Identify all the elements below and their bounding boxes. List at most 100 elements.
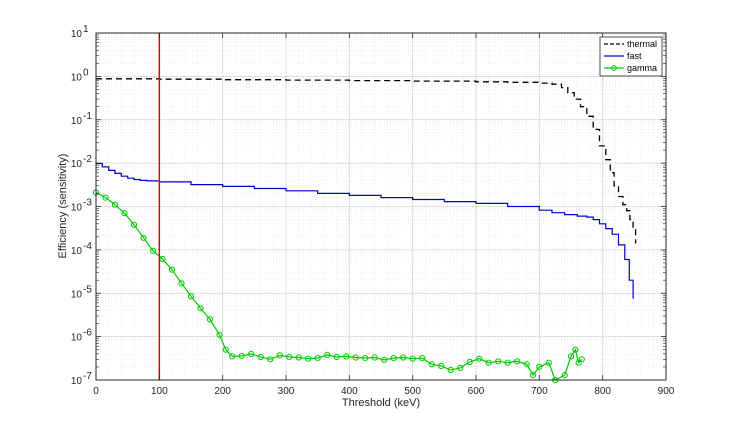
y-tick-label: 10 — [71, 29, 83, 40]
data-point-gamma — [324, 351, 331, 358]
y-tick-label: 10 — [71, 159, 83, 170]
y-tick-label: 10 — [71, 289, 83, 300]
data-point-gamma — [529, 372, 537, 379]
legend: thermal fast gamma — [599, 36, 663, 77]
series-line-fast — [96, 162, 634, 299]
data-point-gamma — [352, 354, 359, 361]
data-point-gamma — [457, 364, 464, 371]
data-point-gamma — [575, 359, 582, 366]
data-point-gamma — [178, 280, 185, 287]
y-tick-base: 10 — [71, 72, 83, 83]
y-tick-base: 10 — [71, 116, 83, 127]
x-tick-label: 300 — [278, 386, 295, 397]
data-point-gamma — [187, 293, 195, 300]
grid-minor — [96, 33, 666, 380]
data-point-gamma — [476, 355, 483, 362]
y-tick-label: 10 — [71, 203, 83, 214]
data-point-gamma — [561, 372, 568, 379]
data-point-gamma — [536, 363, 543, 370]
data-point-gamma — [567, 353, 575, 360]
data-point-gamma — [381, 356, 388, 363]
data-point-gamma — [295, 354, 302, 361]
y-tick-exponent: -5 — [83, 284, 92, 295]
x-tick-label: 0 — [93, 386, 99, 397]
data-point-gamma — [111, 201, 119, 208]
data-point-gamma — [578, 356, 585, 363]
y-tick-exponent: -6 — [83, 328, 92, 339]
data-point-gamma — [504, 359, 511, 366]
data-point-gamma — [168, 266, 176, 273]
y-tick-base: 10 — [71, 246, 83, 257]
data-point-gamma — [276, 352, 283, 359]
y-tick-exponent: -1 — [83, 111, 92, 122]
y-tick-label: 10 — [71, 72, 83, 83]
y-tick-label: 10 — [71, 376, 83, 387]
y-tick-exponent: 1 — [83, 24, 89, 35]
data-point-gamma — [409, 355, 416, 362]
data-point-gamma — [572, 346, 579, 353]
y-tick-base: 10 — [71, 289, 83, 300]
y-axis-label: Efficiency (sensitivity) — [57, 154, 69, 259]
data-point-gamma — [238, 352, 245, 359]
data-point-gamma — [545, 359, 552, 366]
data-point-gamma — [333, 353, 340, 360]
y-tick-base: 10 — [71, 376, 83, 387]
data-point-gamma — [390, 355, 397, 362]
x-tick-label: 100 — [151, 386, 168, 397]
data-point-gamma — [438, 362, 445, 370]
x-tick-label: 800 — [594, 386, 611, 397]
data-point-gamma — [197, 305, 204, 312]
legend-label-gamma: gamma — [627, 63, 657, 73]
data-point-gamma — [362, 355, 369, 362]
legend-label-thermal: thermal — [627, 39, 657, 49]
data-point-gamma — [206, 316, 214, 323]
y-tick-exponent: -3 — [83, 198, 92, 209]
data-point-gamma — [257, 353, 264, 360]
y-tick-exponent: -2 — [83, 154, 92, 165]
data-point-gamma — [121, 210, 128, 217]
y-tick-label: 10 — [71, 333, 83, 344]
x-tick-label: 400 — [341, 386, 358, 397]
data-point-gamma — [485, 359, 492, 366]
data-point-gamma — [305, 355, 312, 362]
data-point-gamma — [248, 350, 255, 357]
data-point-gamma — [495, 358, 502, 365]
x-axis-label: Threshold (keV) — [342, 397, 420, 409]
x-tick-label: 500 — [404, 386, 421, 397]
y-tick-exponent: 0 — [83, 67, 89, 78]
data-point-gamma — [229, 353, 236, 360]
series-line-thermal — [96, 78, 637, 244]
data-point-gamma — [400, 354, 407, 361]
data-point-gamma — [514, 358, 521, 365]
y-tick-label: 10 — [71, 246, 83, 257]
y-tick-base: 10 — [71, 29, 83, 40]
y-tick-base: 10 — [71, 203, 83, 214]
data-point-gamma — [314, 355, 321, 362]
y-tick-label: 10 — [71, 116, 83, 127]
y-tick-exponent: -4 — [83, 241, 92, 252]
data-point-gamma — [140, 234, 147, 241]
data-point-gamma — [466, 358, 473, 366]
legend-label-fast: fast — [627, 51, 642, 61]
y-tick-base: 10 — [71, 333, 83, 344]
x-tick-label: 900 — [658, 386, 675, 397]
legend-marker-gamma — [611, 65, 617, 71]
data-point-gamma — [343, 353, 350, 360]
data-point-gamma — [222, 346, 229, 353]
data-point-gamma — [149, 247, 157, 254]
data-point-gamma — [216, 331, 223, 338]
data-point-gamma — [102, 194, 109, 201]
data-point-gamma — [130, 221, 138, 228]
y-tick-exponent: -7 — [83, 371, 92, 382]
data-point-gamma — [523, 361, 530, 368]
data-point-gamma — [447, 366, 454, 374]
series-layer — [92, 78, 637, 384]
x-tick-label: 200 — [214, 386, 231, 397]
x-tick-label: 700 — [531, 386, 548, 397]
x-tick-labels: 0 100 200 300 400 500 600 700 800 900 — [93, 386, 675, 397]
data-point-gamma — [267, 356, 274, 363]
data-point-gamma — [428, 361, 435, 368]
data-point-gamma — [286, 353, 293, 360]
